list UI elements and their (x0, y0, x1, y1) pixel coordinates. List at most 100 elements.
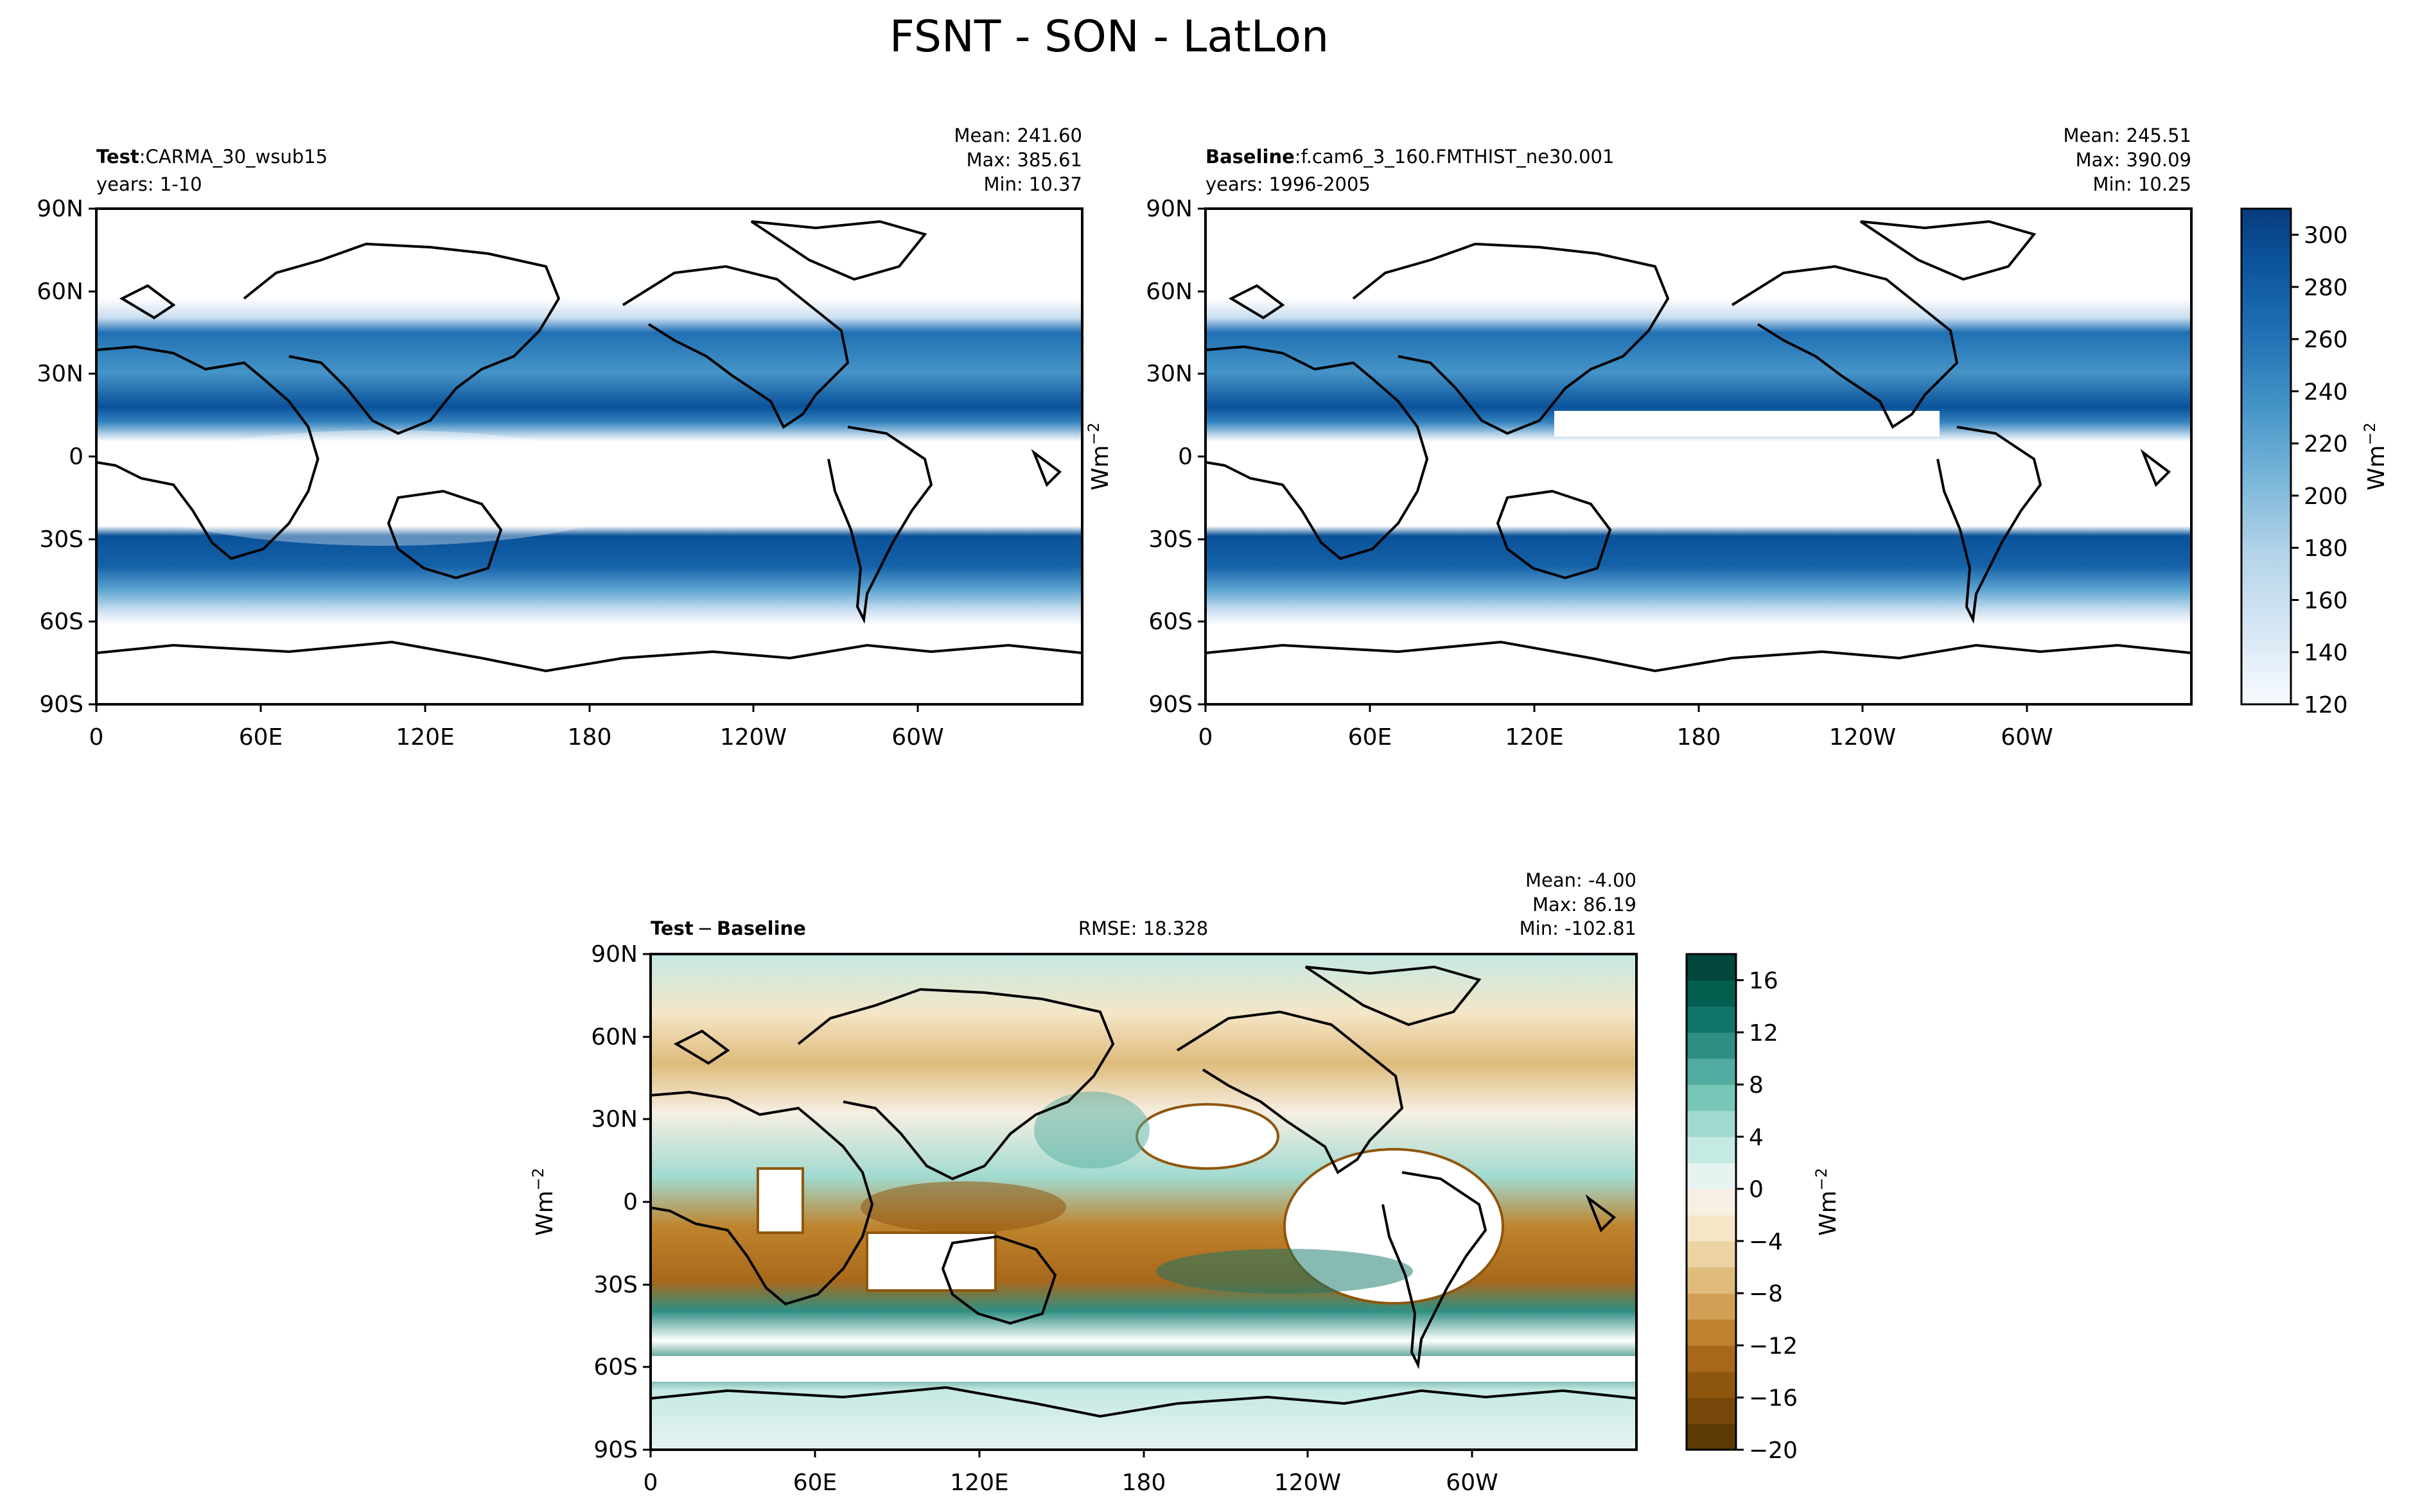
baseline-lat-tick-label: 0 (1178, 444, 1193, 470)
diff-colorbar-step (1687, 1006, 1736, 1033)
test-years: years: 1-10 (96, 173, 202, 195)
test-max: Max: 385.61 (967, 149, 1082, 171)
diff-lat-tick-label: 30S (593, 1272, 638, 1298)
test-case: CARMA_30_wsub15 (146, 146, 328, 168)
diff-colorbar-step (1687, 1293, 1736, 1320)
baseline-lat-ticks: 90N 60N 30N 0 30S 60S 90S (1146, 196, 1206, 718)
diff-colorbar-fill (1687, 954, 1736, 1450)
diff-colorbar-label-text: Wm (1815, 1190, 1841, 1236)
diff-colorbar-step (1687, 1319, 1736, 1346)
diff-colorbar-step (1687, 1188, 1736, 1215)
diff-colorbar-step (1687, 1371, 1736, 1398)
main-colorbar-frame (2240, 207, 2292, 706)
test-lat-tick-label: 30N (37, 361, 83, 387)
main-colorbar-label-sup: −2 (2361, 422, 2379, 445)
main-colorbar-tick-label: 280 (2304, 275, 2348, 301)
main-colorbar-tick-label: 180 (2304, 535, 2348, 562)
baseline-ylabel: Wm−2 (1085, 422, 1114, 491)
diff-colorbar-label-sup: −2 (1812, 1168, 1830, 1190)
main-colorbar-tick-label: 240 (2304, 379, 2348, 405)
diff-label: Test − Baseline (651, 917, 806, 939)
baseline-panel: Baseline:f.cam6_3_160.FMTHIST_ne30.001 y… (1085, 125, 2193, 751)
main-colorbar-label: Wm−2 (2361, 422, 2390, 491)
diff-lon-tick-label: 180 (1122, 1470, 1166, 1496)
diff-colorbar-tick-label: −8 (1749, 1281, 1783, 1307)
baseline-lon-tick-label: 120E (1505, 724, 1563, 751)
test-lat-ticks: 90N 60N 30N 0 30S 60S 90S (37, 196, 96, 718)
test-label-sep: : (139, 146, 146, 168)
diff-lat-tick-label: 60S (593, 1354, 638, 1380)
diff-ylabel-sup: −2 (529, 1168, 547, 1190)
test-map-field (96, 209, 1082, 704)
diff-colorbar: 16 12 8 4 0 −4 −8 −12 −16 −20 Wm−2 (1685, 953, 1841, 1464)
test-lat-tick-label: 30S (39, 526, 83, 553)
diff-rmse: RMSE: 18.328 (1078, 917, 1208, 939)
diff-min: Min: -102.81 (1520, 917, 1636, 939)
baseline-years: years: 1996-2005 (1206, 173, 1371, 195)
diff-colorbar-tick-label: 0 (1749, 1177, 1764, 1203)
diff-lon-tick-label: 120E (950, 1470, 1008, 1496)
diff-colorbar-step (1687, 980, 1736, 1007)
diff-colorbar-step (1687, 1163, 1736, 1190)
test-lat-tick-label: 90S (39, 691, 83, 718)
baseline-lon-tick-label: 60E (1348, 724, 1392, 751)
test-lat-tick-label: 90N (37, 196, 83, 222)
figure-title: FSNT - SON - LatLon (890, 12, 1329, 62)
diff-label-minus: − (697, 917, 713, 939)
diff-colorbar-label: Wm−2 (1812, 1168, 1841, 1236)
test-lat-tick-label: 0 (69, 444, 83, 470)
diff-lat-tick-label: 60N (591, 1024, 638, 1050)
diff-colorbar-frame (1685, 953, 1737, 1451)
diff-lon-tick-label: 120W (1274, 1470, 1341, 1496)
main-colorbar-tick-label: 260 (2304, 327, 2348, 353)
baseline-min: Min: 10.25 (2093, 173, 2191, 195)
test-panel: Test:CARMA_30_wsub15 years: 1-10 Mean: 2… (37, 125, 1083, 751)
diff-lat-tick-label: 90S (593, 1437, 638, 1463)
baseline-case: f.cam6_3_160.FMTHIST_ne30.001 (1301, 146, 1615, 168)
diff-lon-tick-label: 60W (1446, 1470, 1498, 1496)
diff-colorbar-step (1687, 1058, 1736, 1085)
diff-colorbar-tick-label: −20 (1749, 1438, 1798, 1464)
baseline-mean: Mean: 245.51 (2064, 125, 2191, 146)
baseline-label: Baseline:f.cam6_3_160.FMTHIST_ne30.001 (1206, 146, 1614, 168)
diff-colorbar-step (1687, 954, 1736, 981)
test-lat-tick-label: 60N (37, 279, 83, 305)
test-lon-tick-label: 0 (89, 724, 104, 751)
baseline-label-sep: : (1295, 146, 1301, 168)
main-colorbar: 300 280 260 240 220 200 180 160 140 120 Wm−2 (2240, 207, 2390, 718)
test-lon-tick-label: 180 (568, 724, 612, 751)
test-lon-tick-label: 120W (720, 724, 787, 751)
test-min: Min: 10.37 (984, 173, 1082, 195)
baseline-map-field (1206, 209, 2191, 704)
diff-max: Max: 86.19 (1532, 894, 1636, 916)
diff-colorbar-step (1687, 1397, 1736, 1424)
baseline-lat-tick-label: 30N (1146, 361, 1193, 387)
baseline-lat-tick-label: 60N (1146, 279, 1193, 305)
main-colorbar-tick-label: 220 (2304, 431, 2348, 458)
diff-lat-tick-label: 0 (623, 1189, 638, 1215)
baseline-max: Max: 390.09 (2076, 149, 2191, 171)
diff-colorbar-step (1687, 1136, 1736, 1163)
diff-colorbar-tick-label: −4 (1749, 1229, 1783, 1255)
test-lon-ticks: 0 60E 120E 180 120W 60W (89, 704, 944, 751)
main-colorbar-tick-label: 160 (2304, 587, 2348, 614)
test-label-bold: Test (96, 146, 139, 168)
diff-panel: Test − Baseline RMSE: 18.328 Mean: -4.00 M… (529, 869, 1638, 1496)
diff-mean: Mean: -4.00 (1525, 869, 1636, 891)
diff-colorbar-tick-label: −16 (1749, 1386, 1798, 1412)
diff-colorbar-ticks: 16 12 8 4 0 −4 −8 −12 −16 −20 (1736, 968, 1798, 1464)
main-colorbar-fill (2241, 209, 2291, 704)
diff-colorbar-tick-label: 16 (1749, 968, 1778, 995)
diff-colorbar-tick-label: 8 (1749, 1072, 1764, 1099)
test-lat-tick-label: 60S (39, 609, 83, 635)
diff-colorbar-tick-label: 12 (1749, 1020, 1778, 1047)
diff-lon-tick-label: 0 (644, 1470, 658, 1496)
diff-ylabel: Wm−2 (529, 1168, 558, 1236)
diff-colorbar-step (1687, 1032, 1736, 1059)
diff-colorbar-step (1687, 1215, 1736, 1242)
baseline-lon-tick-label: 60W (2001, 724, 2053, 751)
test-lon-tick-label: 60W (891, 724, 943, 751)
diff-colorbar-step (1687, 1084, 1736, 1111)
diff-label-a: Test (651, 917, 694, 939)
